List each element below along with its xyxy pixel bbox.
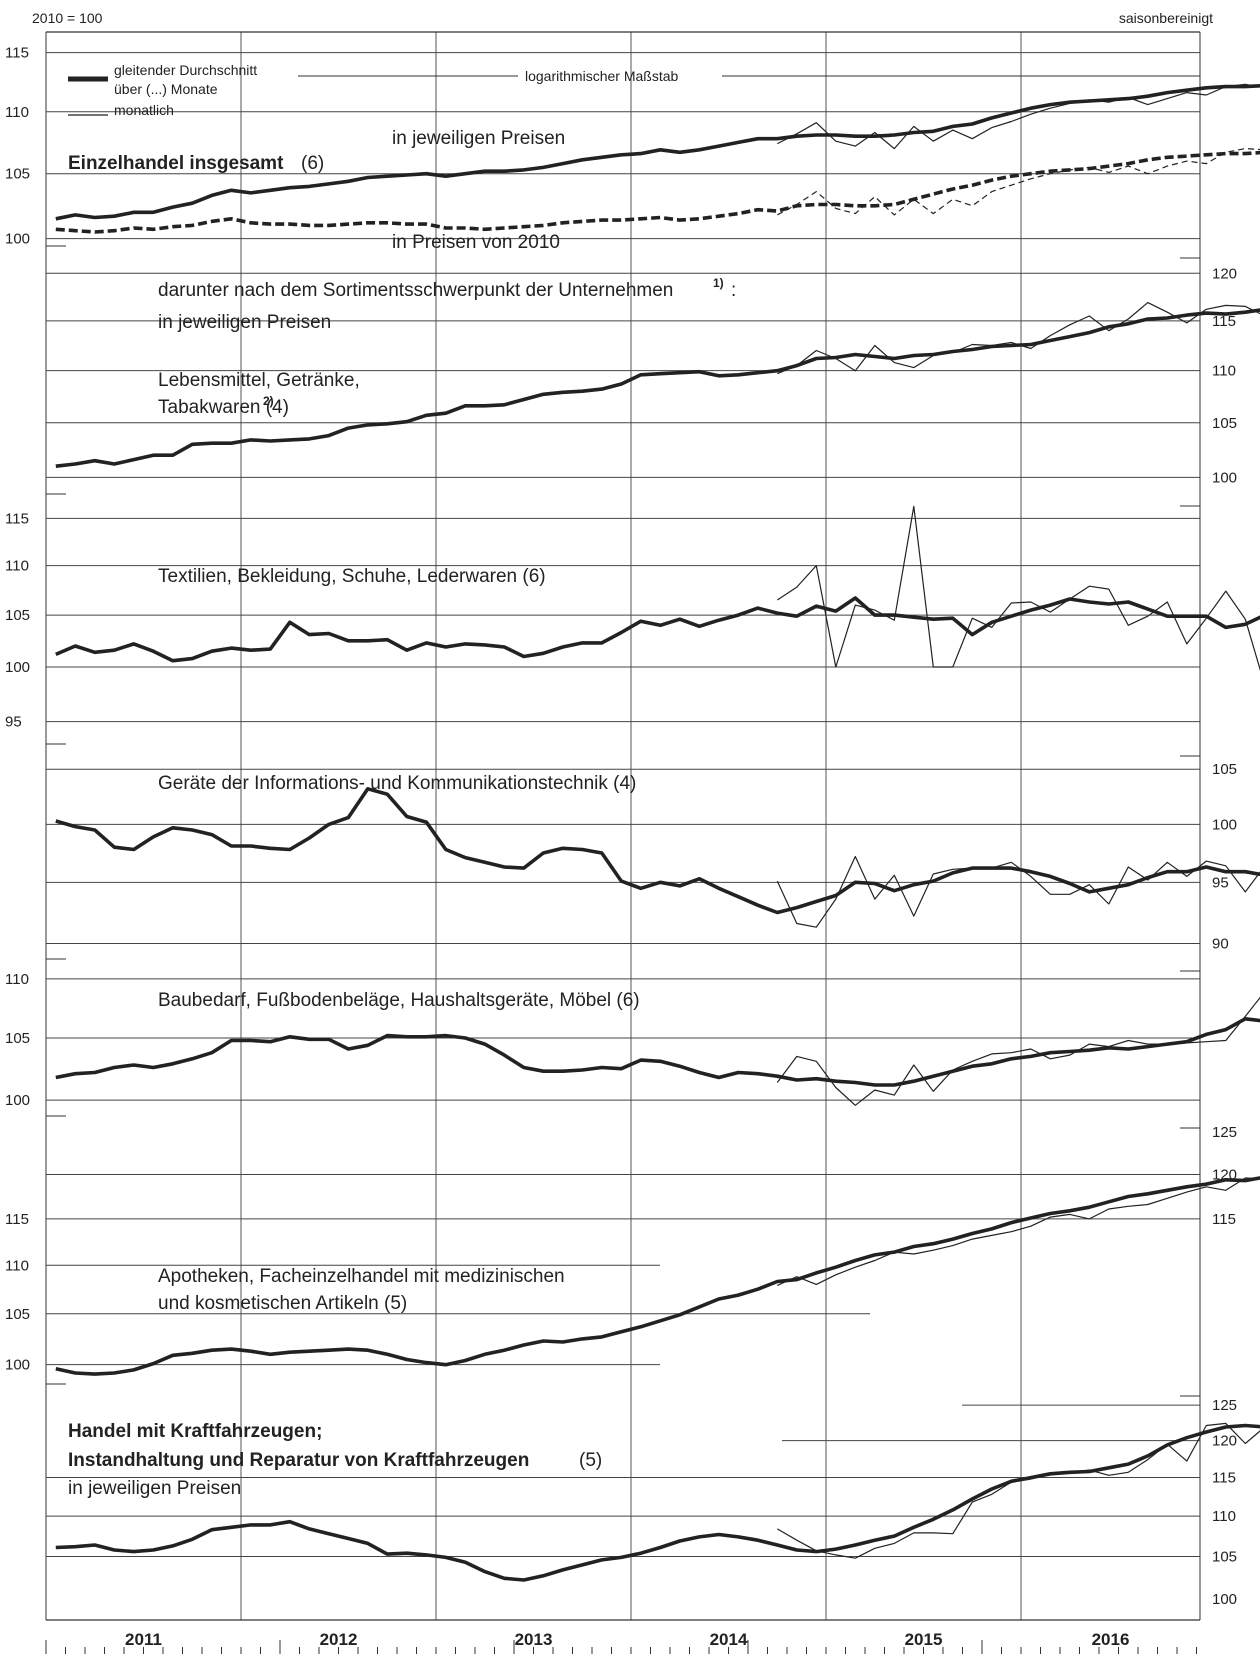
- y-tick-label: 95: [5, 714, 22, 731]
- subtitle-lebensmittel: in jeweiligen Preisen: [158, 312, 331, 333]
- subtitle-kfz: in jeweiligen Preisen: [68, 1478, 241, 1499]
- legend-monthly-label: monatlich: [114, 102, 174, 118]
- title-lebensmittel-sup: 2): [263, 394, 274, 408]
- title-lebensmittel-2: Tabakwaren (4): [158, 397, 289, 418]
- x-tick-label-year: 2012: [320, 1630, 358, 1649]
- series-line-apotheken-moving-average: [55, 1176, 1260, 1376]
- y-tick-label: 100: [5, 659, 30, 676]
- year-gridlines: [240, 32, 1022, 1620]
- x-tick-label-year: 2011: [125, 1630, 162, 1649]
- y-tick-label: 115: [5, 510, 29, 527]
- y-tick-label: 120: [1212, 265, 1237, 282]
- title-apotheken-1: Apotheken, Facheinzelhandel mit medizini…: [158, 1266, 565, 1287]
- y-tick-label: 115: [1212, 1211, 1236, 1228]
- y-tick-label: 100: [1212, 1591, 1237, 1608]
- y-tick-label: 125: [1212, 1124, 1237, 1141]
- y-tick-label: 100: [1212, 816, 1237, 833]
- title-apotheken-2: und kosmetischen Artikeln (5): [158, 1293, 407, 1314]
- series-line-kfz-monthly: [776, 1422, 1260, 1559]
- title-kfz-suffix: (5): [579, 1450, 602, 1471]
- title-insgesamt-suffix: (6): [301, 153, 324, 174]
- index-base-label: 2010 = 100: [32, 10, 103, 26]
- y-tick-label: 100: [1212, 469, 1237, 486]
- y-tick-label: 115: [5, 45, 29, 62]
- y-tick-label: 105: [1212, 1549, 1237, 1566]
- y-tick-label: 120: [1212, 1433, 1237, 1450]
- y-tick-label: 100: [5, 231, 30, 248]
- y-tick-label: 105: [5, 607, 30, 624]
- series-line-baubedarf-monthly: [776, 996, 1260, 1106]
- series-line-textilien-moving-average: [55, 596, 1260, 663]
- y-tick-label: 115: [1212, 313, 1236, 330]
- annotation-constant-prices: in Preisen von 2010: [392, 232, 560, 253]
- seasonally-adjusted-label: saisonbereinigt: [1119, 10, 1213, 26]
- y-tick-label: 110: [5, 558, 29, 575]
- y-tick-label: 105: [1212, 761, 1237, 778]
- x-tick-label-year: 2013: [515, 1630, 553, 1649]
- title-ikt: Geräte der Informations- und Kommunikati…: [158, 773, 636, 794]
- y-tick-label: 100: [5, 1092, 30, 1109]
- y-tick-label: 95: [1212, 874, 1229, 891]
- title-insgesamt: Einzelhandel insgesamt: [68, 153, 284, 174]
- x-tick-label-year: 2015: [905, 1630, 943, 1649]
- legend-moving-average-label-1: gleitender Durchschnitt: [114, 62, 257, 78]
- x-tick-label-year: 2014: [710, 1630, 748, 1649]
- legend: gleitender Durchschnitt über (...) Monat…: [68, 62, 1200, 118]
- title-kfz-2: Instandhaltung und Reparatur von Kraftfa…: [68, 1450, 529, 1471]
- section-title-colon: :: [731, 280, 736, 301]
- series-line-ikt-monthly: [776, 855, 1260, 928]
- y-tick-label: 105: [1212, 415, 1237, 432]
- panels: 100 105 110 115 100 105 110 115 120 95 100 105 110 11…: [5, 31, 1237, 1621]
- legend-moving-average-label-2: über (...) Monate: [114, 81, 218, 97]
- y-tick-label: 90: [1212, 935, 1229, 952]
- y-tick-label: 105: [5, 1306, 30, 1323]
- title-baubedarf: Baubedarf, Fußbodenbeläge, Haushaltsgerä…: [158, 990, 640, 1011]
- y-tick-label: 105: [5, 166, 30, 183]
- title-kfz-1: Handel mit Kraftfahrzeugen;: [68, 1421, 322, 1442]
- y-tick-label: 115: [5, 1211, 29, 1228]
- y-tick-label: 115: [1212, 1470, 1236, 1487]
- log-scale-note: logarithmischer Maßstab: [525, 68, 678, 84]
- series-line-lebensmittel-monthly: [777, 302, 1260, 375]
- series-line-textilien-monthly: [776, 505, 1260, 672]
- x-axis: 2011 2012 2013 2014 2015 2016: [45, 1630, 1197, 1654]
- data-series: [55, 83, 1260, 1582]
- annotation-current-prices: in jeweiligen Preisen: [392, 128, 565, 149]
- y-tick-label: 100: [5, 1357, 30, 1374]
- y-tick-label: 110: [5, 971, 29, 988]
- series-line-lebensmittel-moving-average: [55, 308, 1260, 468]
- title-textilien: Textilien, Bekleidung, Schuhe, Lederware…: [158, 566, 546, 587]
- series-line-baubedarf-moving-average: [55, 1016, 1260, 1087]
- panel-labels: Einzelhandel insgesamt (6) in jeweiligen…: [68, 128, 736, 1499]
- y-tick-label: 110: [5, 104, 29, 121]
- series-line-apotheken-monthly: [777, 1177, 1260, 1286]
- section-title: darunter nach dem Sortimentsschwerpunkt …: [158, 280, 673, 301]
- y-tick-label: 125: [1212, 1397, 1237, 1414]
- x-tick-label-year: 2016: [1092, 1630, 1130, 1649]
- title-lebensmittel-1: Lebensmittel, Getränke,: [158, 370, 360, 391]
- series-line-kfz-moving-average: [55, 1423, 1260, 1582]
- y-tick-label: 110: [1212, 1508, 1236, 1525]
- series-line-ikt-moving-average: [55, 786, 1260, 915]
- y-tick-label: 110: [1212, 363, 1236, 380]
- series-line-insgesamt-monthly: [777, 83, 1260, 150]
- series-line-insgesamt-monthly-dashed: [777, 148, 1260, 216]
- section-title-sup: 1): [713, 276, 724, 290]
- y-tick-label: 110: [5, 1257, 29, 1274]
- y-tick-label: 105: [5, 1030, 30, 1047]
